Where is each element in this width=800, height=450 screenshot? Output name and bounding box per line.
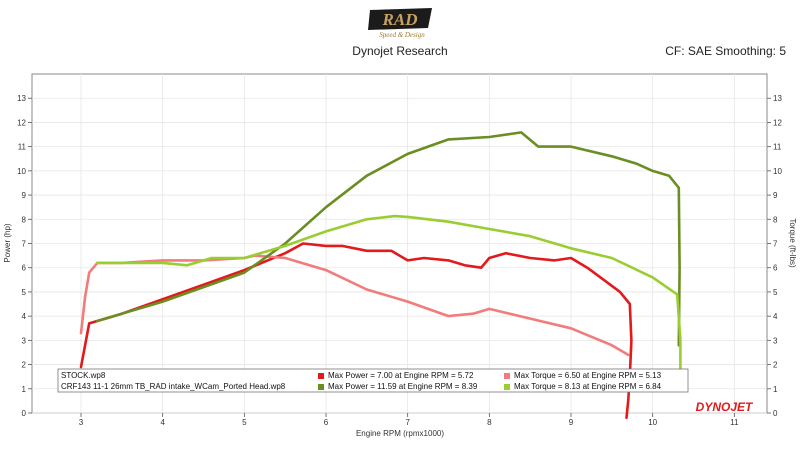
x-tick-label-11: 11: [730, 418, 739, 427]
y-left-tick-label-5: 5: [22, 288, 27, 297]
y-axis-right-label: Torque (ft-lbs): [788, 218, 797, 268]
y-right-tick-label-0: 0: [773, 409, 778, 418]
y-right-tick-label-8: 8: [773, 215, 778, 224]
y-right-tick-label-12: 12: [773, 118, 782, 127]
dynojet-text: DYNOJET: [696, 400, 754, 414]
y-left-tick-label-1: 1: [22, 385, 27, 394]
x-tick-label-9: 9: [569, 418, 574, 427]
series-lines: [79, 131, 682, 420]
y-right-tick-label-9: 9: [773, 191, 778, 200]
y-left-tick-label-9: 9: [22, 191, 27, 200]
legend-swatch-stock-power: [318, 373, 324, 379]
legend-run-mod: CRF143 11-1 26mm TB_RAD intake_WCam_Port…: [61, 382, 286, 391]
legend-mod-max-torque: Max Torque = 8.13 at Engine RPM = 6.84: [514, 382, 662, 391]
y-right-tick-label-5: 5: [773, 288, 778, 297]
y-left-tick-label-7: 7: [22, 240, 27, 249]
y-left-tick-label-2: 2: [22, 361, 27, 370]
y-left-tick-label-11: 11: [18, 143, 27, 152]
legend-box: [57, 368, 689, 393]
x-tick-label-4: 4: [160, 418, 165, 427]
y-axis-left-label: Power (hp): [3, 223, 12, 262]
legend-mod-max-power: Max Power = 11.59 at Engine RPM = 8.39: [328, 382, 478, 391]
x-tick-label-7: 7: [405, 418, 410, 427]
x-tick-label-6: 6: [324, 418, 329, 427]
y-left-tick-label-6: 6: [22, 264, 27, 273]
y-right-tick-label-10: 10: [773, 167, 782, 176]
y-left-tick-label-0: 0: [22, 409, 27, 418]
correction-factor-label: CF: SAE Smoothing: 5: [665, 44, 786, 58]
legend: STOCK.wp8 CRF143 11-1 26mm TB_RAD intake…: [57, 368, 689, 393]
logo-text: RAD: [382, 10, 418, 29]
series-line-mod-torque: [96, 214, 682, 379]
y-right-tick-label-2: 2: [773, 361, 778, 370]
x-tick-label-5: 5: [242, 418, 247, 427]
series-line-stock-power: [79, 242, 633, 420]
y-right-tick-label-1: 1: [773, 385, 778, 394]
x-axis-ticks: 3 4 5 6 7 8 9 10 11: [79, 413, 739, 427]
legend-swatch-stock-torque: [504, 373, 510, 379]
x-axis-label: Engine RPM (rpmx1000): [356, 429, 444, 438]
legend-stock-max-power: Max Power = 7.00 at Engine RPM = 5.72: [328, 371, 474, 380]
chart-title: Dynojet Research: [352, 44, 448, 58]
x-tick-label-3: 3: [79, 418, 84, 427]
dynojet-watermark: DYNOJET: [696, 400, 754, 414]
y-left-tick-label-4: 4: [22, 312, 27, 321]
y-left-tick-label-12: 12: [17, 118, 26, 127]
series-line-mod-power: [96, 131, 681, 347]
x-tick-label-10: 10: [648, 418, 657, 427]
y-right-tick-label-13: 13: [773, 94, 782, 103]
y-left-tick-label-3: 3: [22, 336, 27, 345]
legend-swatch-mod-torque: [504, 384, 510, 390]
logo-subtext: Speed & Design: [379, 31, 425, 39]
x-tick-label-8: 8: [487, 418, 492, 427]
y-right-tick-label-7: 7: [773, 240, 778, 249]
legend-run-stock: STOCK.wp8: [61, 371, 106, 380]
y-right-tick-label-11: 11: [773, 143, 782, 152]
y-right-tick-label-3: 3: [773, 336, 778, 345]
rad-speed-design-logo: RAD Speed & Design: [368, 8, 432, 39]
y-left-tick-label-8: 8: [22, 215, 27, 224]
y-right-tick-label-6: 6: [773, 264, 778, 273]
y-left-tick-label-13: 13: [17, 94, 26, 103]
legend-swatch-mod-power: [318, 384, 324, 390]
y-right-tick-label-4: 4: [773, 312, 778, 321]
y-left-tick-label-10: 10: [17, 167, 26, 176]
legend-stock-max-torque: Max Torque = 6.50 at Engine RPM = 5.13: [514, 371, 662, 380]
